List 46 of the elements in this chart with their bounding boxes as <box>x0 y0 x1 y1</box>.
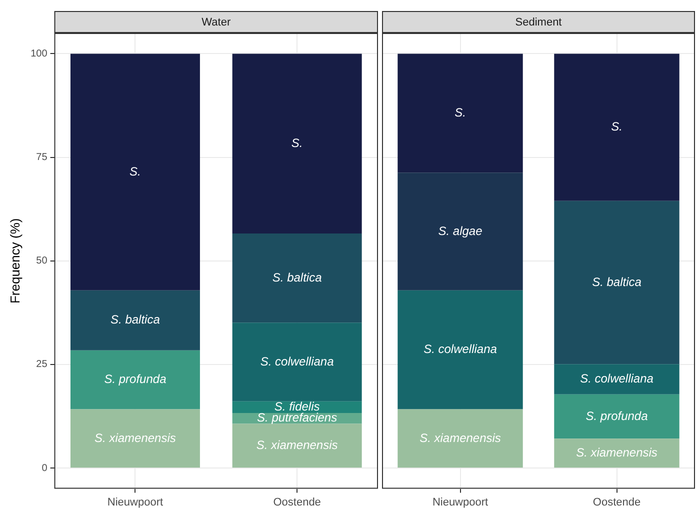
chart-title: Water <box>202 16 231 29</box>
text: S. baltica <box>272 270 322 284</box>
x-tick-label: Nieuwpoort <box>107 496 164 508</box>
text: S. colwelliana <box>424 342 497 356</box>
bar <box>70 54 200 290</box>
y-tick-label: 0 <box>42 462 48 474</box>
y-axis-title: Frequency (%) <box>7 218 22 304</box>
bar <box>232 234 362 323</box>
bar <box>554 364 680 394</box>
series-label: S. profunda <box>586 408 648 423</box>
y-tick-label: 50 <box>36 256 48 267</box>
y-tick-label: 25 <box>36 359 48 370</box>
chart-title: Sediment <box>515 16 562 29</box>
bar <box>554 438 680 468</box>
bar <box>398 409 523 468</box>
bar <box>232 54 362 234</box>
y-tick-label: 100 <box>30 48 48 60</box>
bar <box>398 290 523 410</box>
bar <box>554 54 680 201</box>
bar <box>70 409 200 468</box>
series-label: S. baltica <box>110 312 160 327</box>
y-tick-label: 75 <box>36 152 48 164</box>
series-label: S. baltica <box>592 274 642 289</box>
x-tick-label: Oostende <box>592 496 641 508</box>
bar <box>554 394 680 439</box>
series-label: S. xiamenensis <box>256 438 338 452</box>
bar <box>398 172 523 290</box>
x-tick-label: Nieuwpoort <box>432 496 488 508</box>
bar <box>70 290 200 350</box>
series-label: S. <box>454 106 466 120</box>
series-label: S. profunda <box>104 372 167 386</box>
bar <box>70 350 200 410</box>
bar <box>554 200 680 364</box>
text: S. <box>611 120 622 134</box>
text: S. xiamenensis <box>420 430 501 445</box>
text: S. xiamenensis <box>94 430 176 445</box>
bar <box>232 322 362 402</box>
series-label: S. <box>291 136 303 150</box>
x-tick-label: Oostende <box>273 496 321 508</box>
series-label: S. xiamenensis <box>576 445 658 460</box>
bar <box>398 54 523 173</box>
text: S. <box>130 164 141 178</box>
bar <box>232 424 362 468</box>
series-label: S. algae <box>438 224 483 238</box>
series-label: S. colwelliana <box>580 372 654 386</box>
series-label: S. colwelliana <box>260 354 334 368</box>
